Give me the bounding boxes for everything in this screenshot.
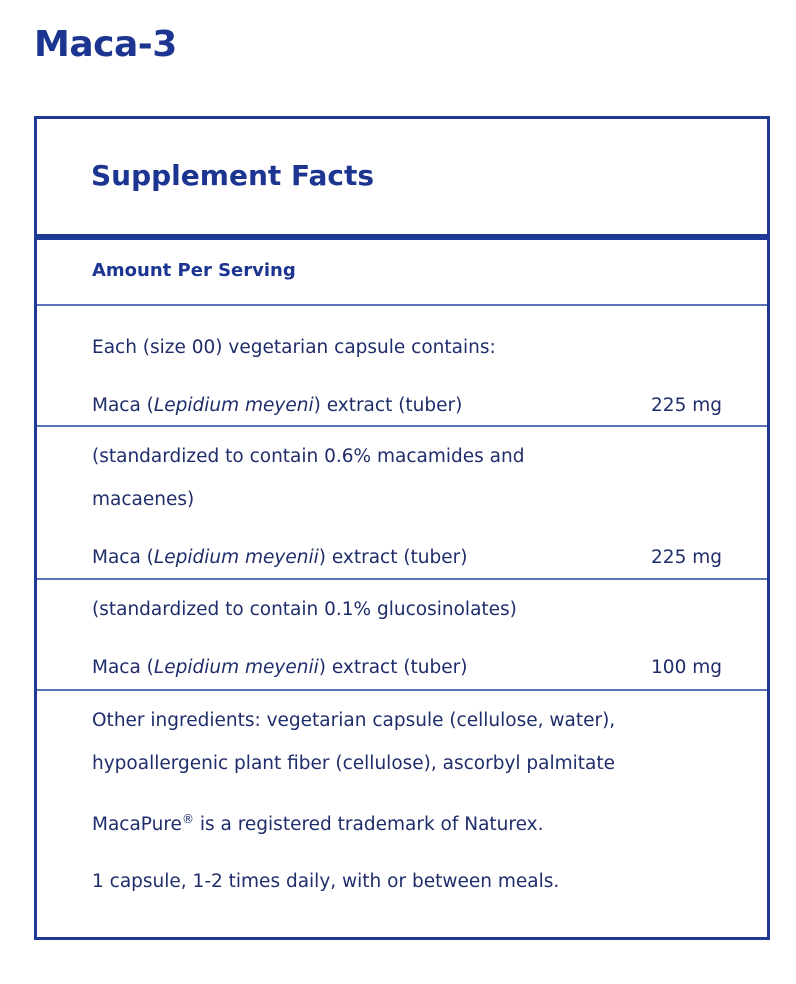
latin-name: Lepidium meyenii [153, 547, 319, 568]
latin-name: Lepidium meyenii [153, 657, 319, 678]
standardization-note-2: (standardized to contain 0.1% glucosinol… [92, 599, 517, 620]
divider [37, 578, 767, 580]
product-title: Maca-3 [34, 24, 177, 65]
supplement-facts-heading: Supplement Facts [91, 159, 375, 192]
thick-divider [37, 234, 767, 240]
divider [37, 304, 767, 306]
supplement-facts-panel: Supplement Facts Amount Per Serving Each… [34, 116, 770, 940]
latin-name: Lepidium meyeni [153, 395, 314, 416]
standardization-note-1a: (standardized to contain 0.6% macamides … [92, 446, 525, 467]
standardization-note-1b: macaenes) [92, 489, 195, 510]
divider [37, 689, 767, 691]
ingredient-amount-2: 225 mg [651, 547, 722, 568]
directions: 1 capsule, 1-2 times daily, with or betw… [92, 871, 560, 892]
trademark-note: MacaPure® is a registered trademark of N… [92, 812, 544, 836]
ingredient-row-3: Maca (Lepidium meyenii) extract (tuber) [92, 657, 468, 678]
ingredient-row-2: Maca (Lepidium meyenii) extract (tuber) [92, 547, 468, 568]
ingredient-amount-3: 100 mg [651, 657, 722, 678]
other-ingredients-line-1: Other ingredients: vegetarian capsule (c… [92, 710, 616, 731]
divider [37, 425, 767, 427]
registered-mark: ® [181, 812, 194, 826]
amount-per-serving-label: Amount Per Serving [92, 260, 296, 281]
ingredient-row-1: Maca (Lepidium meyeni) extract (tuber) [92, 395, 463, 416]
serving-intro: Each (size 00) vegetarian capsule contai… [92, 337, 496, 358]
other-ingredients-line-2: hypoallergenic plant fiber (cellulose), … [92, 753, 616, 774]
ingredient-amount-1: 225 mg [651, 395, 722, 416]
